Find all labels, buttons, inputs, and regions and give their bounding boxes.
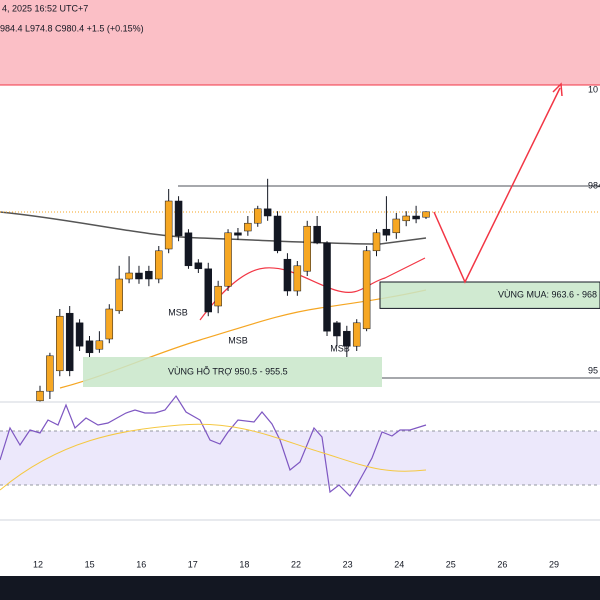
candle-body [95, 340, 104, 350]
candle-body [125, 272, 133, 280]
candle-body [115, 278, 123, 312]
zone-label: VÙNG MUA: 963.6 - 968 [498, 290, 597, 300]
candle-body [263, 208, 272, 217]
candle-body [155, 250, 163, 280]
annotation: MSB [168, 307, 188, 317]
x-tick-label: 12 [33, 559, 43, 569]
candle-body [105, 308, 114, 340]
candle-body [293, 265, 302, 292]
rsi-band [0, 431, 600, 485]
candle-body [36, 390, 44, 402]
level-label: 10 [588, 84, 598, 94]
candle-body [333, 322, 341, 337]
candle-body [253, 208, 262, 224]
candle-body [194, 262, 203, 270]
candle-body [303, 225, 311, 272]
x-tick-label: 26 [497, 559, 507, 569]
candle-body [204, 268, 213, 313]
candle-body [174, 200, 183, 237]
footer-bar [0, 576, 600, 600]
candle-body [283, 258, 292, 292]
candle-body [75, 322, 84, 347]
candle-body [362, 250, 371, 330]
candle-body [184, 232, 193, 267]
x-tick-label: 29 [549, 559, 559, 569]
candles [36, 178, 430, 402]
rsi-ma [0, 423, 427, 491]
candle-body [135, 272, 143, 280]
candle-body [145, 270, 153, 280]
candle-body [392, 218, 401, 234]
x-tick-label: 17 [188, 559, 198, 569]
candle-body [56, 315, 64, 372]
candle-body [214, 285, 222, 307]
candle-body [382, 228, 391, 236]
level-label: 984 [588, 180, 600, 190]
arrow [433, 87, 561, 284]
candle-body [224, 232, 232, 287]
resistance-zone [0, 0, 600, 85]
x-tick-label: 22 [291, 559, 301, 569]
x-tick-label: 15 [85, 559, 95, 569]
candle-body [46, 355, 54, 392]
candle-body [343, 330, 351, 347]
x-tick-label: 24 [394, 559, 404, 569]
header: 4, 2025 16:52 UTC+7 [2, 3, 88, 13]
x-tick-label: 16 [136, 559, 146, 569]
candle-body [352, 322, 361, 347]
x-tick-label: 23 [343, 559, 353, 569]
candle-body [402, 215, 410, 222]
x-tick-label: 25 [446, 559, 456, 569]
zone [83, 357, 382, 387]
annotation: MSB [228, 335, 248, 345]
candle-body [85, 340, 94, 354]
ma-long [0, 211, 427, 245]
candle-body [412, 215, 420, 220]
candle-body [313, 225, 321, 244]
candle-body [244, 222, 252, 232]
candle-body [422, 211, 430, 218]
candle-body [273, 215, 282, 252]
zone-label: VÙNG HỖ TRỢ 950.5 - 955.5 [168, 365, 288, 376]
ohlc: 984.4 L974.8 C980.4 +1.5 (+0.15%) [0, 23, 144, 33]
plot: VÙNG MUA: 963.6 - 968 VÙNG HỖ TRỢ 950.5 -… [36, 84, 600, 402]
x-tick-label: 18 [239, 559, 249, 569]
rsi-line [0, 394, 427, 497]
candle-body [65, 312, 74, 372]
candle-body [164, 200, 173, 250]
level-label: 95 [588, 365, 598, 375]
candle-body [372, 232, 381, 252]
candle-body [234, 232, 242, 236]
arrow-head [552, 82, 563, 97]
candle-body [323, 242, 331, 332]
annotation: MSB [330, 343, 350, 353]
zone [379, 281, 600, 309]
